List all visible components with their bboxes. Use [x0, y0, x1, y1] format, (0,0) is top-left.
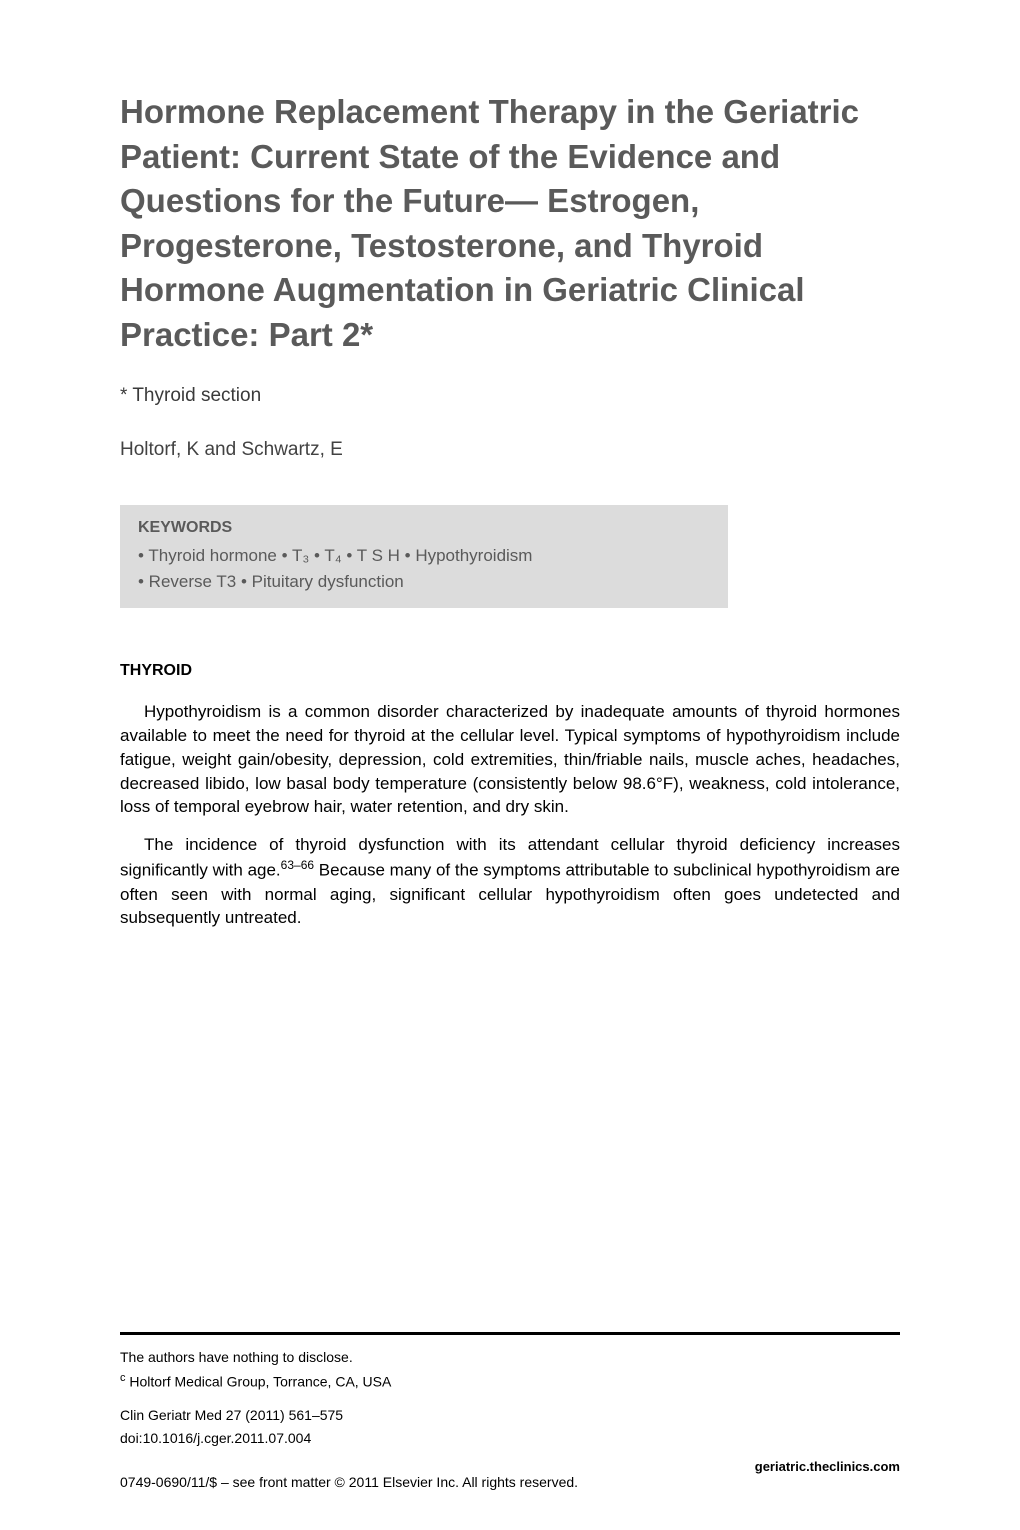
footer-rule: [120, 1332, 900, 1335]
reference-superscript: 63–66: [281, 858, 314, 872]
authors-line: Holtorf, K and Schwartz, E: [120, 439, 900, 461]
footer-affiliation-text: Holtorf Medical Group, Torrance, CA, USA: [126, 1374, 392, 1390]
footer-disclosure: The authors have nothing to disclose.: [120, 1347, 900, 1368]
footer-doi: doi:10.1016/j.cger.2011.07.004: [120, 1428, 900, 1449]
footer-url: geriatric.theclinics.com: [755, 1459, 900, 1474]
footer-affiliation: c Holtorf Medical Group, Torrance, CA, U…: [120, 1370, 900, 1393]
footer-copyright: 0749-0690/11/$ – see front matter © 2011…: [120, 1474, 578, 1490]
keywords-line-2: • Reverse T3 • Pituitary dysfunction: [138, 569, 710, 595]
footer-citation: Clin Geriatr Med 27 (2011) 561–575: [120, 1405, 900, 1426]
paragraph-2: The incidence of thyroid dysfunction wit…: [120, 833, 900, 930]
section-heading-thyroid: THYROID: [120, 662, 900, 680]
article-title: Hormone Replacement Therapy in the Geria…: [120, 90, 900, 357]
paragraph-1-text: Hypothyroidism is a common disorder char…: [120, 702, 900, 816]
keywords-box: KEYWORDS • Thyroid hormone • T₃ • T₄ • T…: [120, 505, 728, 608]
article-subtitle: * Thyroid section: [120, 385, 900, 407]
keywords-heading: KEYWORDS: [138, 519, 710, 537]
paragraph-1: Hypothyroidism is a common disorder char…: [120, 700, 900, 819]
footer: The authors have nothing to disclose. c …: [120, 1332, 900, 1490]
keywords-line-1: • Thyroid hormone • T₃ • T₄ • T S H • Hy…: [138, 543, 710, 569]
